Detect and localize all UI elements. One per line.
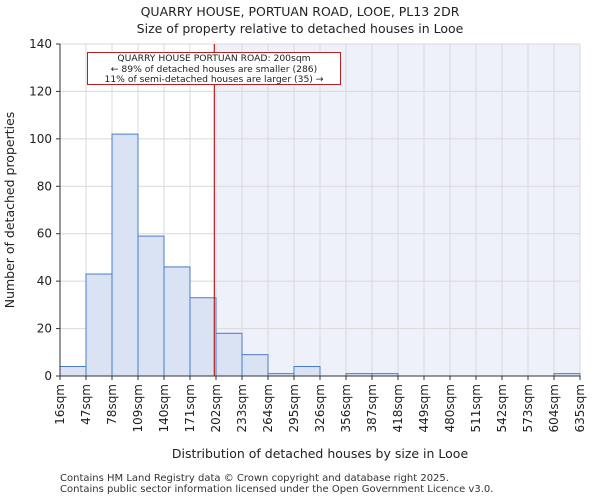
x-tick-label: 171sqm — [183, 384, 197, 432]
histogram-bar — [189, 297, 217, 377]
x-tick-label: 480sqm — [443, 384, 457, 432]
x-tick-label: 387sqm — [365, 384, 379, 432]
histogram-chart: 0 20 40 60 80 100 120 140 16sqm 47sqm 78sqm 109sqm 1… — [2, 37, 587, 461]
x-tick-label: 418sqm — [391, 384, 405, 432]
x-tick-label: 326sqm — [313, 384, 327, 432]
y-tick-label: 140 — [29, 37, 52, 51]
x-tick-label: 140sqm — [157, 384, 171, 432]
x-tick-label: 449sqm — [417, 384, 431, 432]
y-tick-label: 40 — [37, 274, 52, 288]
footer-line-2: Contains public sector information licen… — [60, 484, 494, 495]
x-axis-label: Distribution of detached houses by size … — [172, 446, 469, 461]
histogram-bar — [137, 235, 165, 377]
histogram-bar — [241, 354, 269, 377]
x-tick-label: 604sqm — [547, 384, 561, 432]
y-tick-label: 100 — [29, 132, 52, 146]
histogram-bar — [293, 366, 321, 377]
x-tick-label: 542sqm — [495, 384, 509, 432]
histogram-bar — [111, 133, 139, 377]
x-tick-label: 511sqm — [469, 384, 483, 432]
x-tick-label: 635sqm — [573, 384, 587, 432]
chart-subtitle: Size of property relative to detached ho… — [136, 21, 464, 36]
annotation-line-3: 11% of semi-detached houses are larger (… — [104, 74, 324, 85]
histogram-bar — [215, 332, 243, 377]
x-tick-label: 109sqm — [131, 384, 145, 432]
annotation-line-2: ← 89% of detached houses are smaller (28… — [110, 63, 318, 75]
x-tick-label: 356sqm — [339, 384, 353, 432]
y-tick-label: 20 — [37, 322, 52, 336]
property-annotation: QUARRY HOUSE PORTUAN ROAD: 200sqm ← 89% … — [87, 52, 341, 85]
histogram-bar — [163, 266, 191, 377]
x-tick-label: 47sqm — [79, 384, 93, 425]
footer-line-1: Contains HM Land Registry data © Crown c… — [60, 473, 449, 484]
x-tick-label: 202sqm — [209, 384, 223, 432]
x-tick-label: 16sqm — [53, 384, 67, 425]
x-tick-label: 264sqm — [261, 384, 275, 432]
histogram-bar — [85, 273, 113, 377]
x-tick-label: 295sqm — [287, 384, 301, 432]
y-tick-label: 120 — [29, 84, 52, 98]
annotation-line-1: QUARRY HOUSE PORTUAN ROAD: 200sqm — [117, 53, 311, 64]
x-tick-label: 573sqm — [521, 384, 535, 432]
chart-title: QUARRY HOUSE, PORTUAN ROAD, LOOE, PL13 2… — [140, 4, 460, 19]
y-tick-label: 60 — [37, 227, 52, 241]
x-tick-label: 78sqm — [105, 384, 119, 425]
y-axis-label: Number of detached properties — [2, 112, 17, 309]
histogram-bar — [59, 366, 87, 377]
x-tick-label: 233sqm — [235, 384, 249, 432]
highlight-region — [214, 44, 581, 376]
y-tick-label: 0 — [44, 369, 52, 383]
y-tick-label: 80 — [37, 179, 52, 193]
